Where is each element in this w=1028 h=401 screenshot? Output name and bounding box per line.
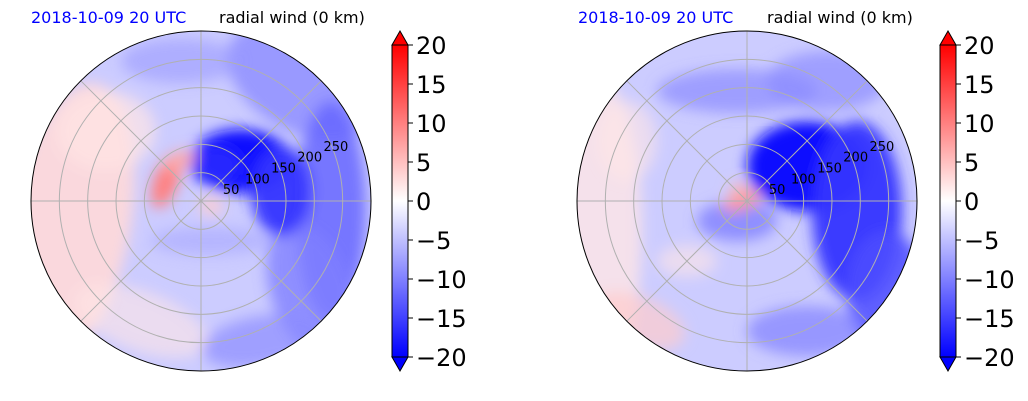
radial-tick-label: 100 [245,172,270,187]
wind-field [577,31,917,371]
radial-tick-label: 50 [769,183,786,198]
field-patch [251,146,311,236]
colorbar-tick-label: 15 [964,71,995,99]
colorbar-tick-label: 20 [964,32,995,60]
radial-tick-label: 250 [869,140,894,155]
colorbar-tick-label: −15 [964,305,1015,333]
colorbar-tick-label: 5 [964,149,979,177]
colorbar-tick-label: 15 [416,71,447,99]
field-patch [747,306,867,356]
colorbar-tick-label: −10 [416,266,467,294]
colorbar: 20 15 10 5 0 −5 −10 −15 −20 [939,29,1015,373]
panel-left: 2018-10-09 20 UTC radial wind (0 km) 50 1… [30,8,467,373]
colorbar-tick-label: −20 [964,344,1015,372]
angular-grid-line [80,80,202,202]
angular-grid-line [200,200,322,322]
field-patch [847,231,917,351]
angular-grid-line [80,200,202,322]
variable-label: radial wind (0 km) [767,8,913,27]
angular-grid-line [200,80,322,202]
colorbar-tick-label: 20 [416,32,447,60]
field-patch [74,284,208,358]
radial-tick-label: 100 [791,172,816,187]
radial-tick-label: 200 [843,151,868,166]
field-patch [767,51,887,111]
colorbar-tick-label: −5 [964,227,999,255]
plot-border [576,30,918,372]
colorbar-tick-label: 10 [964,110,995,138]
time-label: 2018-10-09 20 UTC [31,8,187,27]
colorbar-tick-label: 5 [416,149,431,177]
radial-tick-label: 150 [271,161,296,176]
colorbar-tick-label: 0 [416,188,431,216]
colorbar-tick-label: −5 [416,227,451,255]
radial-tick-label: 200 [297,151,322,166]
colorbar-extend-max [939,29,957,46]
colorbar-tick-label: 0 [964,188,979,216]
field-patch [161,150,197,172]
angular-grid-line [626,80,748,202]
angular-grid-line [626,200,748,322]
field-patch [56,91,156,171]
radial-tick-label: 150 [817,161,842,176]
colorbar: 20 15 10 5 0 −5 −10 −15 −20 [391,29,467,373]
angular-grid-line [746,80,868,202]
colorbar-extend-min [391,356,409,373]
field-patch [729,183,749,195]
plot-border [30,30,372,372]
colorbar-tick-label: −20 [416,344,467,372]
colorbar-gradient [940,45,956,357]
wind-field [31,31,371,371]
radial-tick-label: 50 [223,183,240,198]
colorbar-extend-min [939,356,957,373]
field-patch [191,146,241,186]
colorbar-tick-label: 10 [416,110,447,138]
angular-grid-line [746,200,868,322]
colorbar-gradient [392,45,408,357]
field-patch [597,101,657,181]
time-label: 2018-10-09 20 UTC [578,8,734,27]
field-patch [151,227,271,255]
panel-right: 2018-10-09 20 UTC radial wind (0 km) 50 1… [548,0,1028,401]
colorbar-extend-max [391,29,409,46]
variable-label: radial wind (0 km) [219,8,365,27]
colorbar-tick-label: −15 [416,305,467,333]
radial-tick-label: 250 [323,140,348,155]
colorbar-tick-label: −10 [964,266,1015,294]
